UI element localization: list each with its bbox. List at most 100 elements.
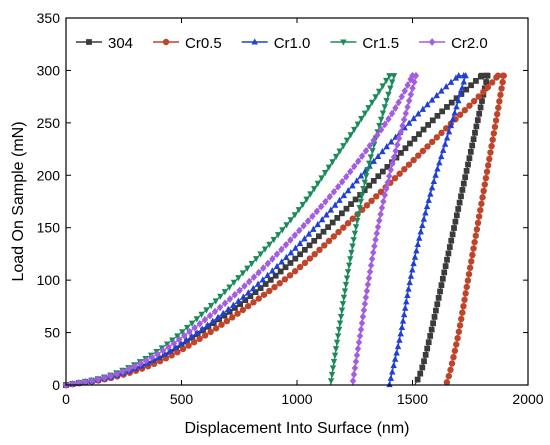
data-point	[225, 305, 232, 312]
data-point	[439, 275, 446, 282]
data-point	[272, 272, 279, 279]
data-point	[406, 278, 413, 286]
data-point	[335, 228, 342, 236]
data-point	[330, 187, 338, 196]
data-point	[417, 370, 424, 377]
data-point	[444, 256, 450, 263]
data-point	[460, 78, 468, 85]
data-point	[475, 213, 483, 220]
data-point	[219, 309, 227, 316]
data-point	[260, 291, 268, 298]
data-point	[295, 207, 303, 214]
data-point	[487, 149, 494, 156]
data-point	[423, 202, 431, 210]
data-point	[321, 242, 328, 249]
data-point	[336, 148, 343, 155]
data-point	[322, 197, 329, 206]
data-point	[318, 175, 325, 182]
data-point	[318, 216, 326, 223]
legend-label: Cr2.0	[451, 35, 488, 52]
data-point	[88, 376, 95, 385]
data-point	[483, 79, 490, 85]
data-point	[410, 259, 417, 267]
data-point	[431, 314, 438, 320]
data-point	[363, 287, 371, 295]
data-point	[119, 367, 126, 376]
data-point	[332, 153, 340, 161]
data-point	[372, 94, 379, 101]
data-point	[381, 120, 389, 129]
data-point	[379, 168, 386, 175]
data-point	[420, 215, 428, 222]
series-layer	[62, 71, 507, 389]
data-point	[445, 250, 452, 257]
data-point	[323, 211, 330, 218]
data-point	[343, 275, 351, 282]
data-point	[442, 82, 450, 90]
data-point	[190, 339, 198, 346]
data-point	[434, 301, 441, 308]
legend-item: Cr2.0	[419, 35, 488, 52]
data-point	[292, 255, 299, 262]
data-point	[372, 235, 379, 244]
data-point	[441, 140, 449, 147]
data-point	[377, 210, 384, 219]
data-point	[343, 205, 350, 212]
data-point	[340, 294, 348, 302]
data-point	[400, 115, 408, 124]
data-point	[367, 154, 375, 161]
data-point	[415, 110, 422, 117]
data-point	[267, 276, 274, 283]
data-point	[281, 276, 289, 283]
data-point	[347, 256, 354, 263]
data-point	[300, 221, 307, 230]
data-point	[401, 87, 408, 95]
data-point	[188, 320, 196, 327]
data-point	[193, 329, 201, 336]
data-point	[349, 377, 357, 385]
data-point	[451, 109, 458, 116]
data-point	[396, 336, 403, 343]
data-point	[174, 333, 181, 340]
data-point	[374, 131, 381, 139]
data-point	[356, 332, 364, 340]
data-point	[255, 268, 262, 277]
data-point	[453, 341, 460, 348]
data-point	[480, 88, 487, 96]
data-point	[101, 374, 108, 382]
data-point	[448, 99, 455, 106]
data-point	[366, 267, 374, 276]
data-point	[445, 128, 453, 135]
data-point	[425, 339, 432, 346]
data-point	[437, 288, 443, 295]
data-point	[419, 147, 427, 155]
data-point	[287, 249, 295, 256]
data-point	[254, 280, 262, 287]
data-point	[334, 215, 341, 221]
data-point	[149, 356, 157, 364]
data-point	[409, 71, 416, 80]
data-point	[468, 82, 474, 89]
data-point	[352, 224, 360, 231]
data-point	[453, 95, 460, 102]
data-point	[417, 228, 424, 235]
data-point	[387, 374, 395, 381]
data-point	[383, 98, 390, 105]
data-point	[209, 317, 216, 324]
data-point	[364, 280, 372, 289]
data-point	[336, 320, 344, 327]
data-point	[409, 84, 416, 93]
data-point	[217, 293, 224, 301]
data-point	[409, 266, 416, 273]
data-point	[398, 323, 406, 331]
data-point	[465, 270, 473, 278]
data-point	[331, 352, 339, 359]
data-point	[498, 85, 505, 92]
data-point	[282, 264, 289, 271]
data-point	[481, 181, 488, 188]
legend-label: 304	[108, 35, 133, 52]
data-point	[488, 142, 495, 150]
data-point	[489, 136, 496, 143]
data-point	[433, 307, 439, 314]
data-point	[353, 351, 361, 360]
